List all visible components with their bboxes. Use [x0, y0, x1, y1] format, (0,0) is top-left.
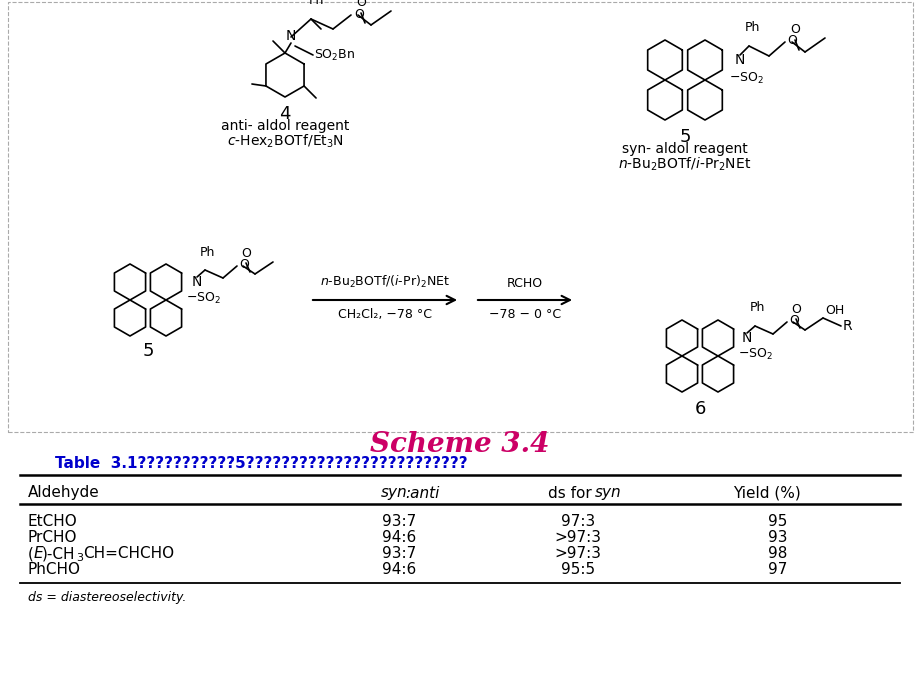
Text: $n$-Bu$_2$BOTf/($i$-Pr)$_2$NEt: $n$-Bu$_2$BOTf/($i$-Pr)$_2$NEt: [320, 274, 449, 290]
Text: 97: 97: [767, 562, 787, 578]
Text: Scheme 3.4: Scheme 3.4: [370, 431, 549, 458]
Text: EtCHO: EtCHO: [28, 515, 78, 529]
Text: O: O: [241, 247, 251, 260]
Text: 6: 6: [694, 400, 705, 418]
Text: R: R: [842, 319, 852, 333]
Text: Table  3.1???????????5?????????????????????????: Table 3.1???????????5???????????????????…: [55, 455, 467, 471]
Text: PrCHO: PrCHO: [28, 531, 77, 546]
Text: E: E: [34, 546, 43, 562]
Text: $n$-Bu$_2$BOTf/$i$-Pr$_2$NEt: $n$-Bu$_2$BOTf/$i$-Pr$_2$NEt: [618, 156, 751, 173]
Text: Yield (%): Yield (%): [732, 486, 800, 500]
Text: syn: syn: [595, 486, 621, 500]
Text: O: O: [790, 303, 800, 316]
Text: CH=CHCHO: CH=CHCHO: [83, 546, 174, 562]
Text: OH: OH: [824, 304, 844, 317]
Text: $\mathrm{-SO_2}$: $\mathrm{-SO_2}$: [737, 346, 772, 362]
Text: Ph: Ph: [199, 246, 214, 259]
Text: anti- aldol reagent: anti- aldol reagent: [221, 119, 349, 133]
Text: O: O: [354, 8, 364, 21]
Text: $\mathrm{-SO_2}$: $\mathrm{-SO_2}$: [186, 290, 221, 306]
Text: >97:3: >97:3: [554, 546, 601, 562]
Text: 3: 3: [76, 553, 83, 563]
Text: 5: 5: [678, 128, 690, 146]
Text: 5: 5: [142, 342, 153, 360]
Text: 98: 98: [767, 546, 787, 562]
Text: N: N: [742, 331, 752, 345]
Text: Ph: Ph: [743, 21, 759, 34]
Text: O: O: [356, 0, 366, 9]
Text: N: N: [192, 275, 202, 289]
Text: syn: syn: [380, 486, 407, 500]
Text: 4: 4: [279, 105, 290, 123]
Text: Ph: Ph: [308, 0, 323, 7]
Text: 94:6: 94:6: [381, 531, 415, 546]
Text: N: N: [734, 53, 744, 67]
Text: O: O: [789, 315, 798, 328]
Text: −78 − 0 °C: −78 − 0 °C: [488, 308, 561, 321]
Text: (: (: [28, 546, 34, 562]
Text: :anti: :anti: [404, 486, 438, 500]
Text: ds for: ds for: [548, 486, 596, 500]
Text: PhCHO: PhCHO: [28, 562, 81, 578]
Text: 93: 93: [767, 531, 787, 546]
Text: O: O: [786, 34, 796, 46]
Text: RCHO: RCHO: [506, 277, 542, 290]
Text: $\mathrm{SO_2Bn}$: $\mathrm{SO_2Bn}$: [313, 48, 355, 63]
Text: 95: 95: [767, 515, 787, 529]
Text: O: O: [789, 23, 799, 36]
Text: Ph: Ph: [748, 301, 764, 314]
Text: N: N: [286, 29, 296, 43]
Text: ds = diastereoselectivity.: ds = diastereoselectivity.: [28, 591, 187, 604]
Text: syn- aldol reagent: syn- aldol reagent: [621, 142, 747, 156]
Text: >97:3: >97:3: [554, 531, 601, 546]
Text: )-CH: )-CH: [42, 546, 75, 562]
Text: $\mathrm{-SO_2}$: $\mathrm{-SO_2}$: [728, 70, 763, 86]
Text: Aldehyde: Aldehyde: [28, 486, 99, 500]
Text: 97:3: 97:3: [561, 515, 595, 529]
Bar: [8, 2, 912, 432]
Text: 93:7: 93:7: [381, 546, 415, 562]
Text: 93:7: 93:7: [381, 515, 415, 529]
Text: CH₂Cl₂, −78 °C: CH₂Cl₂, −78 °C: [337, 308, 432, 321]
Text: 94:6: 94:6: [381, 562, 415, 578]
Text: 95:5: 95:5: [561, 562, 595, 578]
Text: O: O: [239, 259, 249, 271]
Text: $c$-Hex$_2$BOTf/Et$_3$N: $c$-Hex$_2$BOTf/Et$_3$N: [226, 133, 343, 150]
